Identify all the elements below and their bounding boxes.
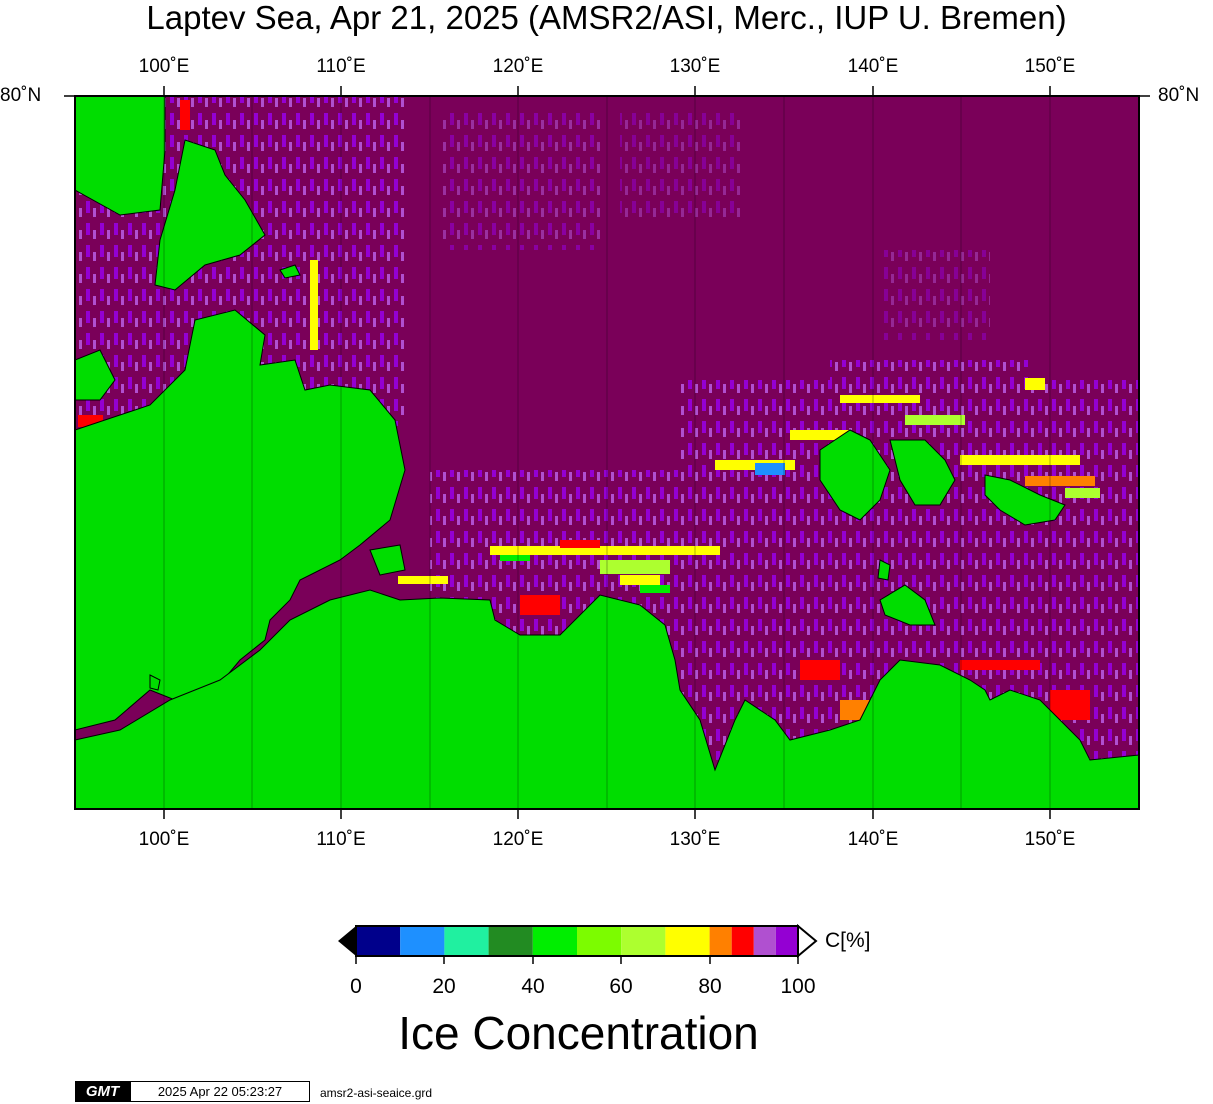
timestamp-box: 2025 Apr 22 05:23:27	[130, 1081, 310, 1102]
colorbar-cell	[731, 926, 754, 956]
colorbar-cell	[753, 926, 776, 956]
colorbar-tick-40: 40	[521, 975, 545, 998]
map-title: Laptev Sea, Apr 21, 2025 (AMSR2/ASI, Mer…	[146, 0, 1067, 36]
colorbar-cell	[621, 926, 666, 956]
lon-tick-bottom-130: 130˚E	[669, 829, 721, 850]
colorbar-tick-0: 0	[350, 975, 362, 998]
colorbar-cell	[775, 926, 798, 956]
map-frame	[74, 95, 1140, 810]
colorbar-tick-100: 100	[780, 975, 816, 998]
lon-tick-top-150: 150˚E	[1024, 56, 1076, 77]
lon-tick-top-110: 110˚E	[316, 56, 366, 77]
lon-tick-top-130: 130˚E	[669, 56, 721, 77]
colorbar-cell	[577, 926, 622, 956]
lon-tick-bottom-140: 140˚E	[847, 829, 899, 850]
colorbar-cell	[444, 926, 489, 956]
lon-tick-bottom-110: 110˚E	[316, 829, 366, 850]
colorbar-tick-20: 20	[432, 975, 456, 998]
grid-filename: amsr2-asi-seaice.grd	[320, 1086, 433, 1100]
lat-tick-right: 80˚N	[1158, 85, 1200, 106]
colorbar-cell	[532, 926, 577, 956]
colorbar-tick-60: 60	[609, 975, 633, 998]
colorbar-cell	[488, 926, 533, 956]
colorbar-cell	[709, 926, 732, 956]
colorbar-low-arrow	[338, 926, 356, 956]
lon-tick-bottom-100: 100˚E	[138, 829, 190, 850]
gmt-logo: GMT	[75, 1081, 130, 1102]
lon-tick-top-100: 100˚E	[138, 56, 190, 77]
colorbar-cell	[356, 926, 401, 956]
lon-tick-bottom-120: 120˚E	[492, 829, 544, 850]
colorbar-cell	[400, 926, 445, 956]
colorbar	[338, 923, 818, 964]
lat-tick-left: 80˚N	[0, 85, 42, 106]
lon-tick-top-140: 140˚E	[847, 56, 899, 77]
colorbar-unit-label: C[%]	[825, 929, 871, 952]
lon-tick-bottom-150: 150˚E	[1024, 829, 1076, 850]
colorbar-high-arrow	[797, 923, 818, 959]
colorbar-title: Ice Concentration	[398, 1007, 759, 1059]
colorbar-tick-80: 80	[698, 975, 722, 998]
graticule	[163, 96, 1051, 809]
colorbar-cell	[665, 926, 710, 956]
lon-tick-top-120: 120˚E	[492, 56, 544, 77]
